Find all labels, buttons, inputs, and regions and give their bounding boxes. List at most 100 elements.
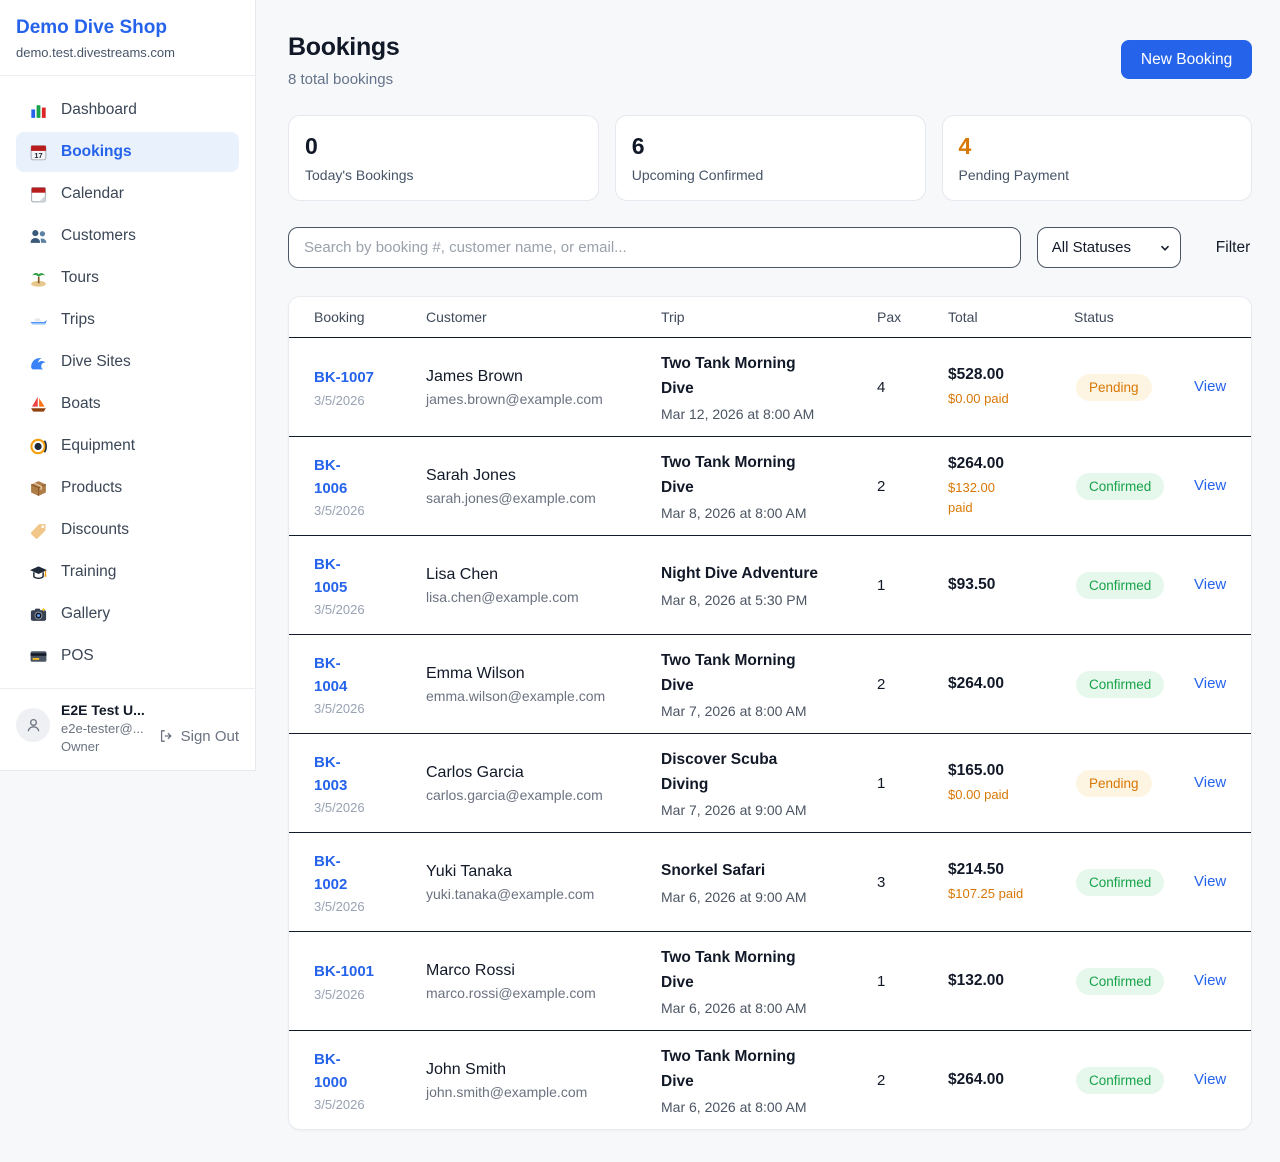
- booking-number-link[interactable]: BK- 1006: [314, 456, 348, 497]
- view-link[interactable]: View: [1194, 576, 1227, 593]
- pax-count: 1: [877, 774, 886, 792]
- view-link[interactable]: View: [1194, 972, 1227, 989]
- sidebar-item-label: Equipment: [61, 437, 136, 454]
- sidebar-item-gallery[interactable]: Gallery: [16, 594, 239, 634]
- brand-name: Demo Dive Shop: [16, 17, 167, 38]
- svg-text:17: 17: [34, 150, 42, 159]
- stat-label: Upcoming Confirmed: [631, 167, 764, 183]
- booking-number-link[interactable]: BK- 1004: [314, 654, 348, 695]
- dive-mask-icon: [29, 437, 48, 456]
- booking-number-link[interactable]: BK- 1003: [314, 753, 348, 794]
- booking-number-link[interactable]: BK- 1000: [314, 1050, 348, 1091]
- filter-button[interactable]: Filter: [1215, 238, 1251, 256]
- booking-date: 3/5/2026: [314, 602, 365, 618]
- trip-datetime: Mar 12, 2026 at 8:00 AM: [661, 405, 815, 422]
- customer-name: Marco Rossi: [426, 961, 515, 979]
- sidebar-item-discounts[interactable]: Discounts: [16, 510, 239, 550]
- brand-block: Demo Dive Shop demo.test.divestreams.com: [0, 0, 255, 76]
- view-link[interactable]: View: [1194, 1071, 1227, 1088]
- view-link[interactable]: View: [1194, 477, 1227, 494]
- sidebar-item-label: Gallery: [61, 605, 111, 622]
- user-role: Owner: [61, 739, 100, 754]
- paid-amount: $107.25 paid: [948, 885, 1024, 901]
- column-header-pax: Pax: [877, 309, 902, 325]
- sidebar-item-calendar[interactable]: Calendar: [16, 174, 239, 214]
- table-row: BK-1007 3/5/2026 James Brown james.brown…: [289, 337, 1252, 436]
- total-amount: $214.50: [948, 860, 1005, 878]
- sidebar-item-label: POS: [61, 647, 94, 664]
- booking-date: 3/5/2026: [314, 701, 365, 717]
- sidebar: Demo Dive Shop demo.test.divestreams.com…: [0, 0, 256, 771]
- sidebar-item-pos[interactable]: POS: [16, 636, 239, 676]
- package-icon: [29, 479, 48, 498]
- pax-count: 1: [877, 972, 886, 990]
- booking-number-link[interactable]: BK-1001: [314, 963, 375, 981]
- stat-value: 4: [958, 133, 972, 159]
- stat-value: 0: [305, 133, 318, 159]
- credit-card-icon: [29, 647, 48, 666]
- tear-calendar-icon: [29, 185, 48, 204]
- status-badge: Pending: [1076, 769, 1152, 797]
- total-amount: $93.50: [948, 576, 996, 593]
- table-row: BK- 1006 3/5/2026 Sarah Jones sarah.jone…: [289, 436, 1252, 535]
- customer-email: emma.wilson@example.com: [426, 687, 606, 704]
- search-input[interactable]: [288, 227, 1021, 268]
- customer-name: Yuki Tanaka: [426, 862, 512, 880]
- customer-name: John Smith: [426, 1060, 507, 1078]
- customer-name: Carlos Garcia: [426, 763, 524, 781]
- trip-datetime: Mar 6, 2026 at 9:00 AM: [661, 888, 807, 905]
- trip-name: Snorkel Safari: [661, 862, 766, 880]
- island-icon: [29, 269, 48, 288]
- brand-domain: demo.test.divestreams.com: [16, 45, 175, 60]
- view-link[interactable]: View: [1194, 378, 1227, 395]
- sidebar-item-products[interactable]: Products: [16, 468, 239, 508]
- trip-name: Two Tank Morning Dive: [661, 949, 796, 991]
- customer-name: Sarah Jones: [426, 466, 516, 484]
- table-row: BK- 1002 3/5/2026 Yuki Tanaka yuki.tanak…: [289, 832, 1252, 931]
- view-link[interactable]: View: [1194, 873, 1227, 890]
- trip-datetime: Mar 8, 2026 at 5:30 PM: [661, 591, 808, 608]
- sidebar-item-equipment[interactable]: Equipment: [16, 426, 239, 466]
- sidebar-item-bookings[interactable]: 17 Bookings: [16, 132, 239, 172]
- sidebar-item-label: Tours: [61, 269, 99, 286]
- column-header-customer: Customer: [426, 309, 487, 325]
- trip-name: Discover Scuba Diving: [661, 751, 778, 793]
- sidebar-item-customers[interactable]: Customers: [16, 216, 239, 256]
- sign-out-button[interactable]: Sign Out: [158, 702, 239, 754]
- trip-datetime: Mar 8, 2026 at 8:00 AM: [661, 504, 807, 521]
- sidebar-item-dashboard[interactable]: Dashboard: [16, 90, 239, 130]
- booking-date: 3/5/2026: [314, 1097, 365, 1113]
- status-badge: Pending: [1076, 373, 1152, 401]
- stat-label: Pending Payment: [958, 167, 1070, 183]
- user-info: E2E Test U... e2e-tester@... Owner: [61, 702, 145, 754]
- sidebar-item-tours[interactable]: Tours: [16, 258, 239, 298]
- pax-count: 2: [877, 1071, 886, 1089]
- stat-card: 4 Pending Payment: [941, 115, 1253, 201]
- sidebar-item-training[interactable]: Training: [16, 552, 239, 592]
- booking-number-link[interactable]: BK-1007: [314, 369, 375, 387]
- stat-label: Today's Bookings: [305, 167, 414, 183]
- view-link[interactable]: View: [1194, 675, 1227, 692]
- sidebar-item-label: Customers: [61, 227, 136, 244]
- customer-email: yuki.tanaka@example.com: [426, 885, 595, 902]
- booking-number-link[interactable]: BK- 1005: [314, 555, 348, 596]
- pax-count: 1: [877, 576, 886, 594]
- booking-date: 3/5/2026: [314, 986, 365, 1002]
- sidebar-item-dive-sites[interactable]: Dive Sites: [16, 342, 239, 382]
- status-badge: Confirmed: [1076, 670, 1165, 698]
- sidebar-item-boats[interactable]: Boats: [16, 384, 239, 424]
- sidebar-item-trips[interactable]: Trips: [16, 300, 239, 340]
- person-icon: [27, 718, 39, 731]
- view-link[interactable]: View: [1194, 774, 1227, 791]
- total-bookings-count: 8 total bookings: [288, 71, 394, 88]
- total-amount: $165.00: [948, 761, 1005, 779]
- booking-date: 3/5/2026: [314, 800, 365, 816]
- status-select[interactable]: All Statuses: [1036, 227, 1181, 268]
- bar-chart-icon: [29, 101, 48, 120]
- booking-number-link[interactable]: BK- 1002: [314, 852, 348, 893]
- trip-name: Night Dive Adventure: [661, 565, 819, 583]
- total-amount: $264.00: [948, 675, 1005, 692]
- total-amount: $528.00: [948, 365, 1005, 383]
- new-booking-button[interactable]: New Booking: [1120, 40, 1253, 79]
